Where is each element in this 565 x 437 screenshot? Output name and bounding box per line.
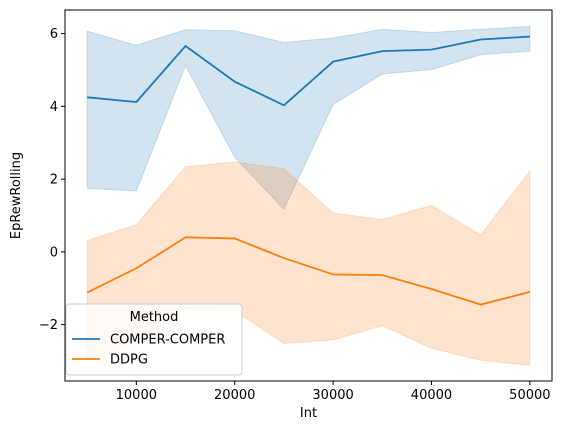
legend-label: COMPER-COMPER: [110, 333, 225, 348]
y-tick-label: −2: [39, 318, 58, 333]
x-tick-label: 30000: [312, 388, 353, 403]
series-lines: [86, 35, 531, 306]
line-series-0: [87, 35, 530, 107]
y-tick-label: 6: [50, 27, 58, 42]
legend-title: Method: [130, 310, 179, 325]
y-tick-label: 4: [50, 100, 58, 115]
x-tick-label: 40000: [411, 388, 452, 403]
legend-label: DDPG: [110, 353, 148, 368]
y-tick-label: 0: [50, 245, 58, 260]
x-axis-label: Int: [300, 406, 317, 421]
x-axis-ticks: 10000 20000 30000 40000 50000: [116, 381, 551, 403]
legend: Method COMPER-COMPER DDPG: [65, 303, 243, 376]
axes-frame: [64, 9, 553, 382]
line-series-1: [86, 236, 531, 306]
confidence-bands: [86, 25, 531, 366]
x-tick-label: 10000: [116, 388, 157, 403]
x-tick-label: 50000: [509, 388, 550, 403]
y-tick-label: 2: [50, 173, 58, 188]
y-axis-label: EpRewRolling: [9, 152, 24, 239]
band-series-0: [86, 25, 531, 211]
x-tick-label: 20000: [214, 388, 255, 403]
y-axis-ticks: −2 0 2 4 6: [39, 27, 65, 333]
legend-items: COMPER-COMPER DDPG: [72, 333, 225, 368]
legend-box: [65, 303, 243, 376]
